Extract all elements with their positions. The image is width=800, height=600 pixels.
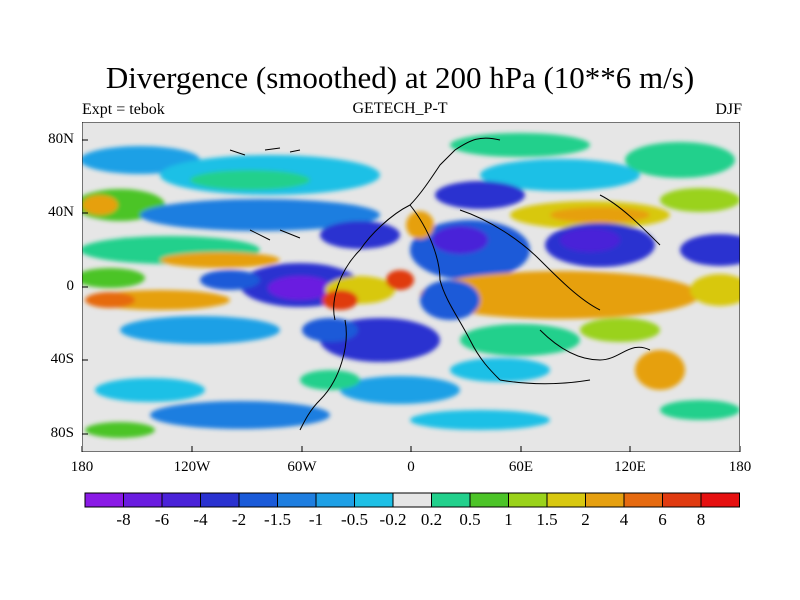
season-label: DJF	[715, 101, 742, 118]
colorbar-label: -1.5	[264, 510, 291, 529]
colorbar-label: -0.5	[341, 510, 368, 529]
x-tick-120w: 120W	[173, 459, 211, 475]
chart-title: Divergence (smoothed) at 200 hPa (10**6 …	[105, 60, 695, 95]
colorbar-label: 1.5	[536, 510, 558, 529]
x-tick-0: 0	[407, 459, 415, 475]
y-tick-80s: 80S	[50, 425, 74, 441]
colorbar-label: -6	[154, 510, 170, 529]
x-tick-60e: 60E	[508, 459, 534, 475]
colorbar-label: -4	[193, 510, 208, 529]
x-tick-180e: 180	[728, 459, 752, 475]
colorbar-label: 1	[504, 510, 513, 529]
chart-subtitle: GETECH_P-T	[352, 100, 448, 117]
colorbar-label: 2	[581, 510, 590, 529]
y-tick-40n: 40N	[48, 204, 74, 220]
colorbar-label: -8	[116, 510, 131, 529]
colorbar-label: -1	[308, 510, 324, 529]
colorbar-label: 8	[696, 510, 706, 529]
colorbar	[84, 492, 740, 508]
colorbar-label: 4	[619, 510, 629, 529]
colorbar-label: 0.5	[459, 510, 481, 529]
divergence-field	[82, 122, 740, 452]
x-tick-180w: 180	[70, 459, 94, 475]
experiment-label: Expt = tebok	[82, 101, 165, 118]
colorbar-label: 0.2	[420, 510, 443, 529]
coastlines	[229, 137, 661, 431]
y-tick-40s: 40S	[50, 351, 74, 367]
x-tick-120e: 120E	[614, 459, 646, 475]
x-tick-60w: 60W	[287, 459, 317, 475]
y-tick-80n: 80N	[48, 131, 74, 147]
y-tick-0: 0	[66, 278, 75, 294]
colorbar-label: -2	[231, 510, 247, 529]
colorbar-label: 6	[658, 510, 667, 529]
colorbar-label: -0.2	[379, 510, 407, 529]
